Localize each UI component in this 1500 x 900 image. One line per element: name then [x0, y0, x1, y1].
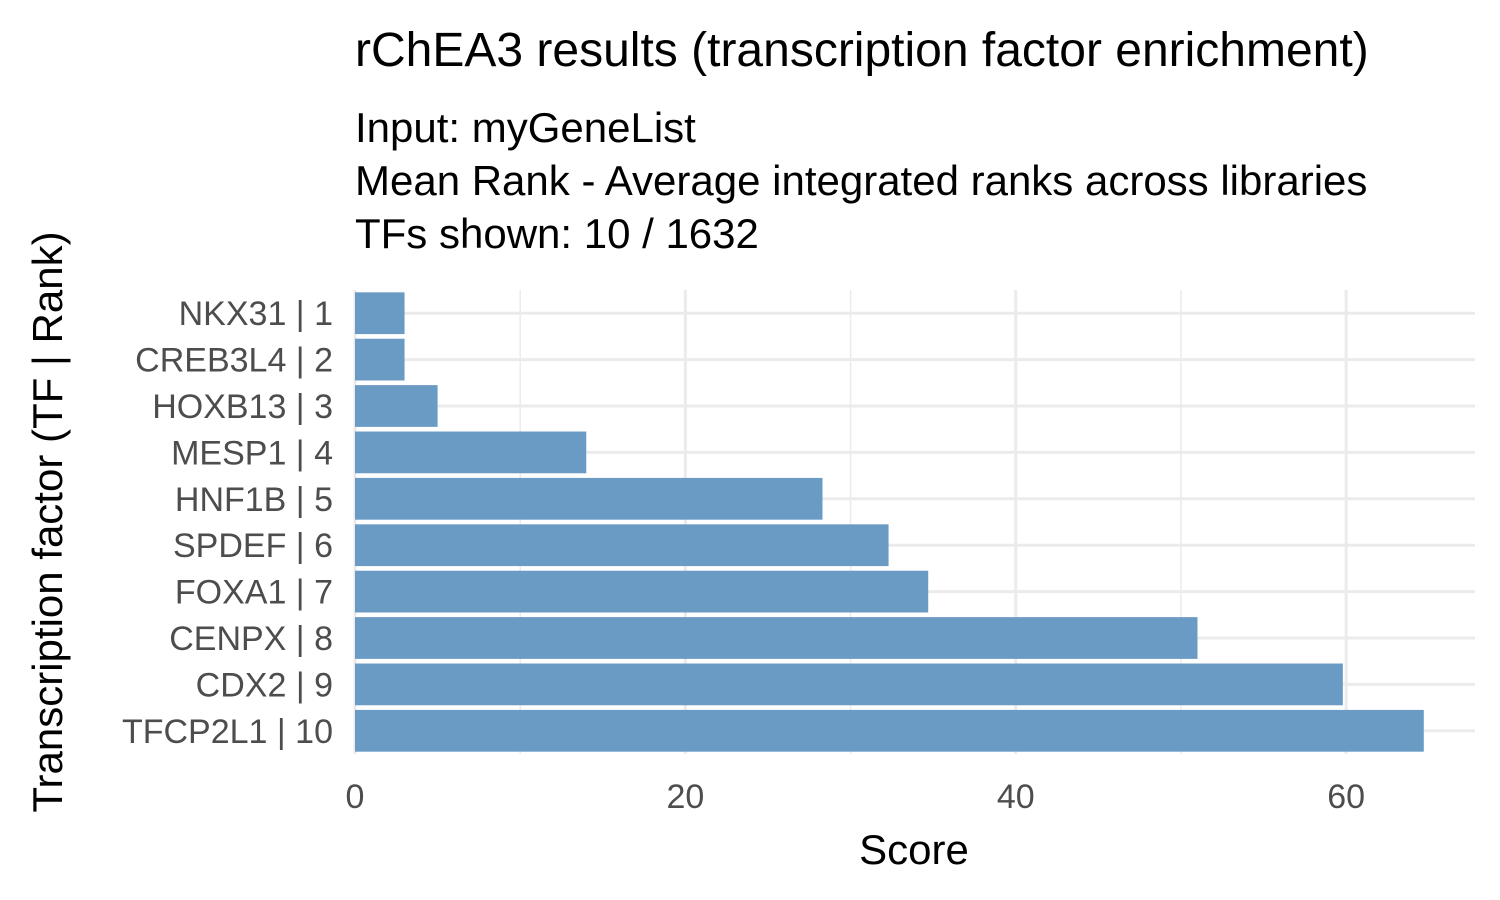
y-tick-label: CENPX | 8 — [169, 620, 333, 658]
bar — [355, 292, 405, 335]
bar — [355, 477, 823, 520]
chart-subtitle-line-3: TFs shown: 10 / 1632 — [355, 210, 759, 257]
bar — [355, 338, 405, 381]
bars — [355, 292, 1424, 752]
bar — [355, 663, 1343, 706]
y-tick-label: SPDEF | 6 — [173, 527, 333, 565]
chart-title: rChEA3 results (transcription factor enr… — [355, 24, 1369, 77]
y-tick-label: CREB3L4 | 2 — [135, 342, 333, 380]
y-tick-label: FOXA1 | 7 — [175, 574, 333, 612]
bar — [355, 709, 1424, 752]
y-axis-tick-labels: NKX31 | 1 CREB3L4 | 2 HOXB13 | 3 MESP1 | 4 H… — [122, 295, 333, 751]
chart-subtitle-line-1: Input: myGeneList — [355, 104, 696, 151]
bar — [355, 617, 1198, 659]
y-tick-label: HNF1B | 5 — [175, 481, 333, 519]
y-tick-label: MESP1 | 4 — [171, 434, 333, 472]
x-axis-tick-labels: 0 20 40 60 — [346, 778, 1366, 816]
x-axis-title: Score — [859, 826, 969, 873]
x-tick-label: 0 — [346, 778, 365, 816]
y-tick-label: HOXB13 | 3 — [152, 388, 333, 426]
y-axis-title: Transcription factor (TF | Rank) — [24, 231, 71, 812]
bar — [355, 570, 929, 613]
chart-subtitle-line-2: Mean Rank - Average integrated ranks acr… — [355, 157, 1367, 204]
bar — [355, 524, 889, 567]
x-tick-label: 60 — [1327, 778, 1365, 816]
x-tick-label: 40 — [997, 778, 1035, 816]
y-tick-label: CDX2 | 9 — [196, 666, 333, 704]
y-tick-label: TFCP2L1 | 10 — [122, 713, 333, 751]
bar — [355, 385, 438, 427]
y-tick-label: NKX31 | 1 — [179, 295, 333, 333]
x-tick-label: 20 — [666, 778, 704, 816]
bar — [355, 431, 587, 474]
